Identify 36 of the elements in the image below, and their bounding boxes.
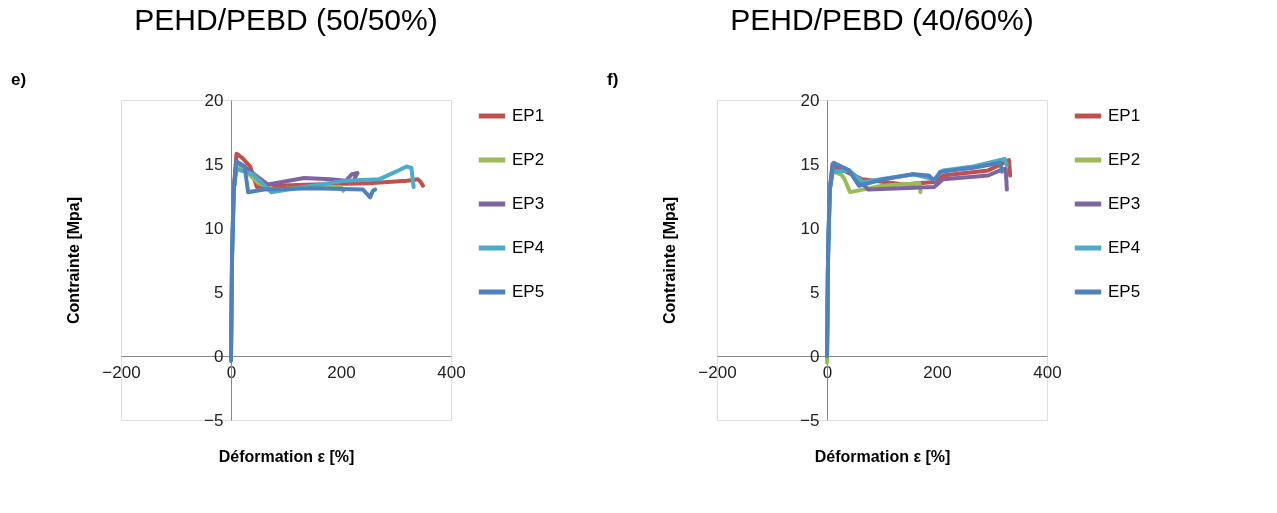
y-tick-label: 15 — [800, 154, 820, 174]
y-tick-label: 20 — [204, 90, 224, 110]
x-axis-title: Déformation ε [%] — [814, 447, 951, 465]
y-tick-label: 5 — [810, 282, 820, 302]
legend-label: EP3 — [512, 194, 545, 213]
y-tick-label: −5 — [204, 410, 224, 430]
x-tick-label: −200 — [698, 362, 737, 382]
legend-label: EP3 — [1108, 194, 1141, 213]
y-tick-label: 10 — [800, 218, 820, 238]
y-tick-label: 20 — [800, 90, 820, 110]
legend-label: EP5 — [1108, 282, 1141, 301]
legend-label: EP4 — [1108, 238, 1141, 257]
y-tick-label: 0 — [810, 346, 820, 366]
x-tick-label: 400 — [1033, 362, 1062, 382]
x-tick-label: −200 — [102, 362, 141, 382]
legend-label: EP5 — [512, 282, 545, 301]
legend-label: EP2 — [1108, 150, 1141, 169]
legend-label: EP1 — [1108, 106, 1141, 125]
y-tick-label: 0 — [214, 346, 224, 366]
text: e) — [11, 70, 27, 89]
y-tick-label: 15 — [204, 154, 224, 174]
x-axis-title: Déformation ε [%] — [218, 447, 355, 465]
y-tick-label: 5 — [214, 282, 224, 302]
y-tick-label: −5 — [800, 410, 820, 430]
chart-title: PEHD/PEBD (40/60%) — [730, 3, 1034, 36]
x-tick-label: 400 — [437, 362, 466, 382]
y-tick-label: 10 — [204, 218, 224, 238]
legend-label: EP2 — [512, 150, 545, 169]
legend-label: EP1 — [512, 106, 545, 125]
chart-title: PEHD/PEBD (50/50%) — [134, 3, 438, 36]
text: f) — [607, 70, 619, 89]
x-tick-label: 200 — [327, 362, 356, 382]
x-tick-label: 200 — [923, 362, 952, 382]
y-axis-title: Contrainte [Mpa] — [64, 196, 82, 325]
y-axis-title: Contrainte [Mpa] — [660, 196, 678, 325]
legend-label: EP4 — [512, 238, 545, 257]
